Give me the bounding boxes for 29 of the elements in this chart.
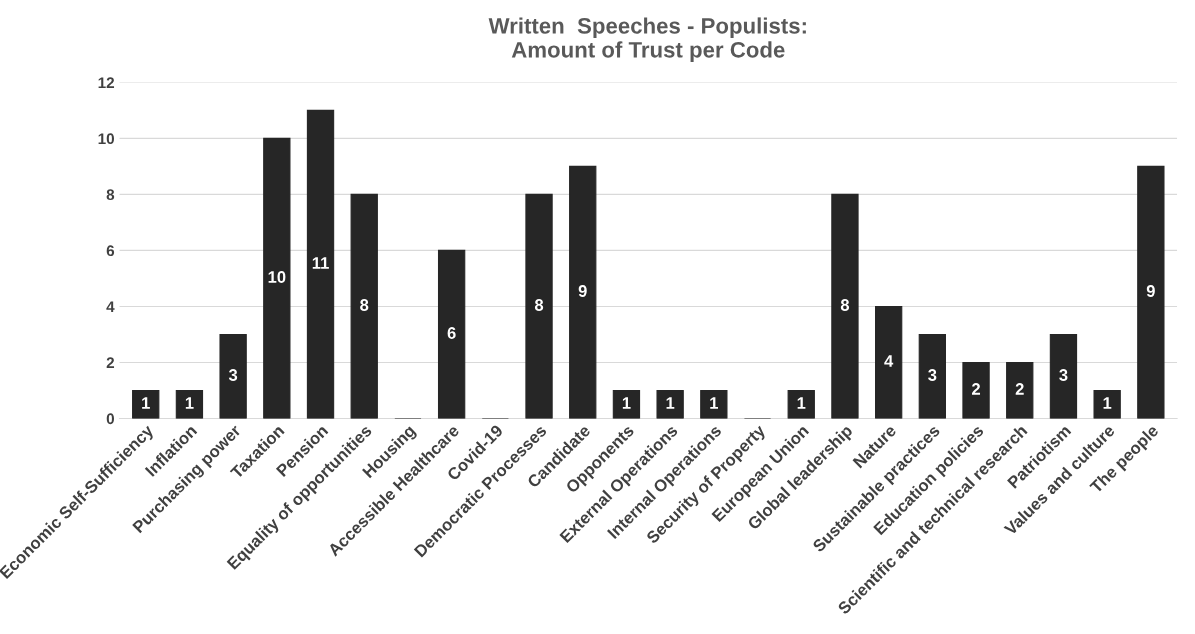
data-label: 1	[710, 397, 719, 409]
data-label: 8	[534, 299, 544, 311]
y-tick-label: 6	[106, 245, 115, 257]
data-label: 1	[1103, 397, 1112, 409]
y-tick-label: 8	[106, 189, 115, 201]
y-tick-label: 12	[98, 77, 115, 88]
y-tick-label: 4	[106, 301, 115, 312]
data-label: 6	[447, 327, 456, 339]
data-label: 1	[142, 397, 150, 409]
y-tick-label: 10	[98, 133, 115, 145]
data-label: 8	[360, 299, 369, 311]
data-label: 3	[228, 369, 238, 381]
data-label: 2	[1015, 383, 1024, 395]
data-label: 8	[840, 299, 850, 311]
data-label: 9	[578, 285, 587, 297]
data-label: 9	[1146, 285, 1155, 297]
data-label: 1	[622, 397, 631, 409]
chart-title: Written Speeches - Populists: Amount of Trust per Code	[488, 17, 806, 63]
data-label: 3	[1059, 369, 1068, 381]
data-label: 1	[666, 397, 675, 409]
data-label: 10	[268, 271, 286, 283]
data-label: 1	[797, 397, 806, 409]
data-label: 1	[185, 397, 194, 409]
y-tick-label: 0	[106, 413, 115, 425]
data-label: 2	[971, 383, 981, 395]
y-tick-label: 2	[106, 357, 115, 368]
data-label: 3	[928, 369, 937, 381]
data-label: 4	[884, 355, 894, 367]
data-label: 11	[312, 257, 329, 269]
